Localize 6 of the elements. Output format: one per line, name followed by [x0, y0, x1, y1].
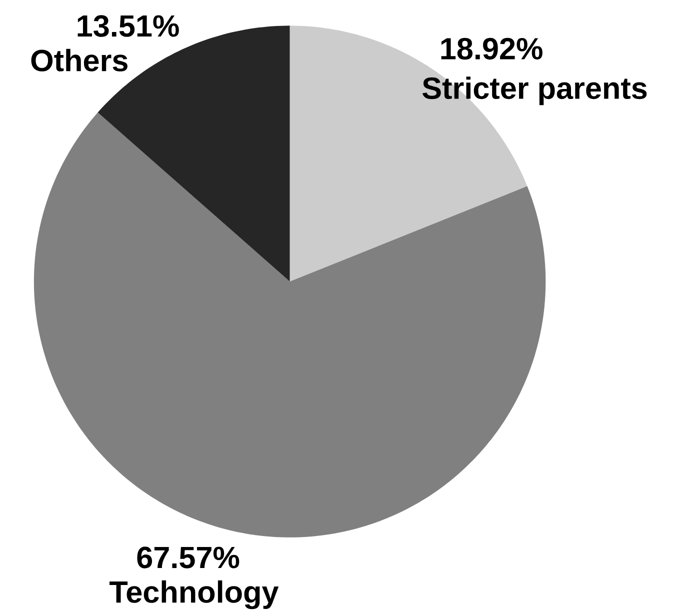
slice-label: Technology — [110, 580, 279, 609]
slice-label: Stricter parents — [422, 76, 647, 105]
data-label: 18.92% — [441, 38, 542, 60]
slice-label: Others — [31, 48, 128, 72]
data-label: 13.51% — [78, 14, 179, 37]
data-label: 67.57% — [137, 546, 240, 568]
